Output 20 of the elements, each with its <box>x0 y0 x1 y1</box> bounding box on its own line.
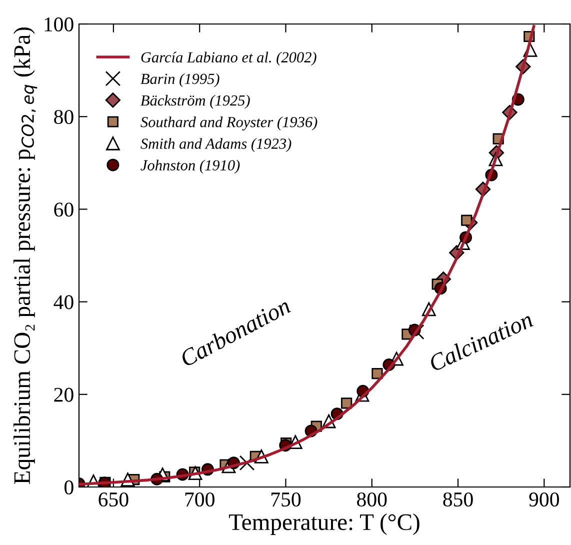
y-tick-label: 20 <box>54 388 74 402</box>
y-tick-label: 100 <box>44 17 74 32</box>
x-tick-label: 900 <box>529 492 559 507</box>
y-tick-label: 0 <box>64 480 74 494</box>
x-tick-label: 700 <box>185 492 214 507</box>
legend-label: Bäckström (1925) <box>140 94 250 109</box>
legend-label: García Labiano et al. (2002) <box>141 52 316 66</box>
legend-label: Johnston (1910) <box>140 160 240 174</box>
y-tick-label: 40 <box>54 295 74 310</box>
legend-label: Southard and Royster (1936) <box>140 116 318 130</box>
y-axis-title: Equilibrium CO₂ partial pressure: p$_{CO2,eq}$ (kPa) <box>13 27 38 484</box>
y-tick-label: 60 <box>54 202 74 217</box>
x-axis-title: Temperature: T (°C) <box>229 514 420 535</box>
y-tick-label: 80 <box>54 110 74 124</box>
legend-label: Smith and Adams (1923) <box>140 138 292 152</box>
x-tick-label: 800 <box>357 492 387 507</box>
x-tick-label: 750 <box>271 492 301 507</box>
legend-label: Barin (1995) <box>140 73 220 88</box>
x-tick-label: 650 <box>98 492 128 507</box>
x-tick-label: 850 <box>443 492 473 507</box>
